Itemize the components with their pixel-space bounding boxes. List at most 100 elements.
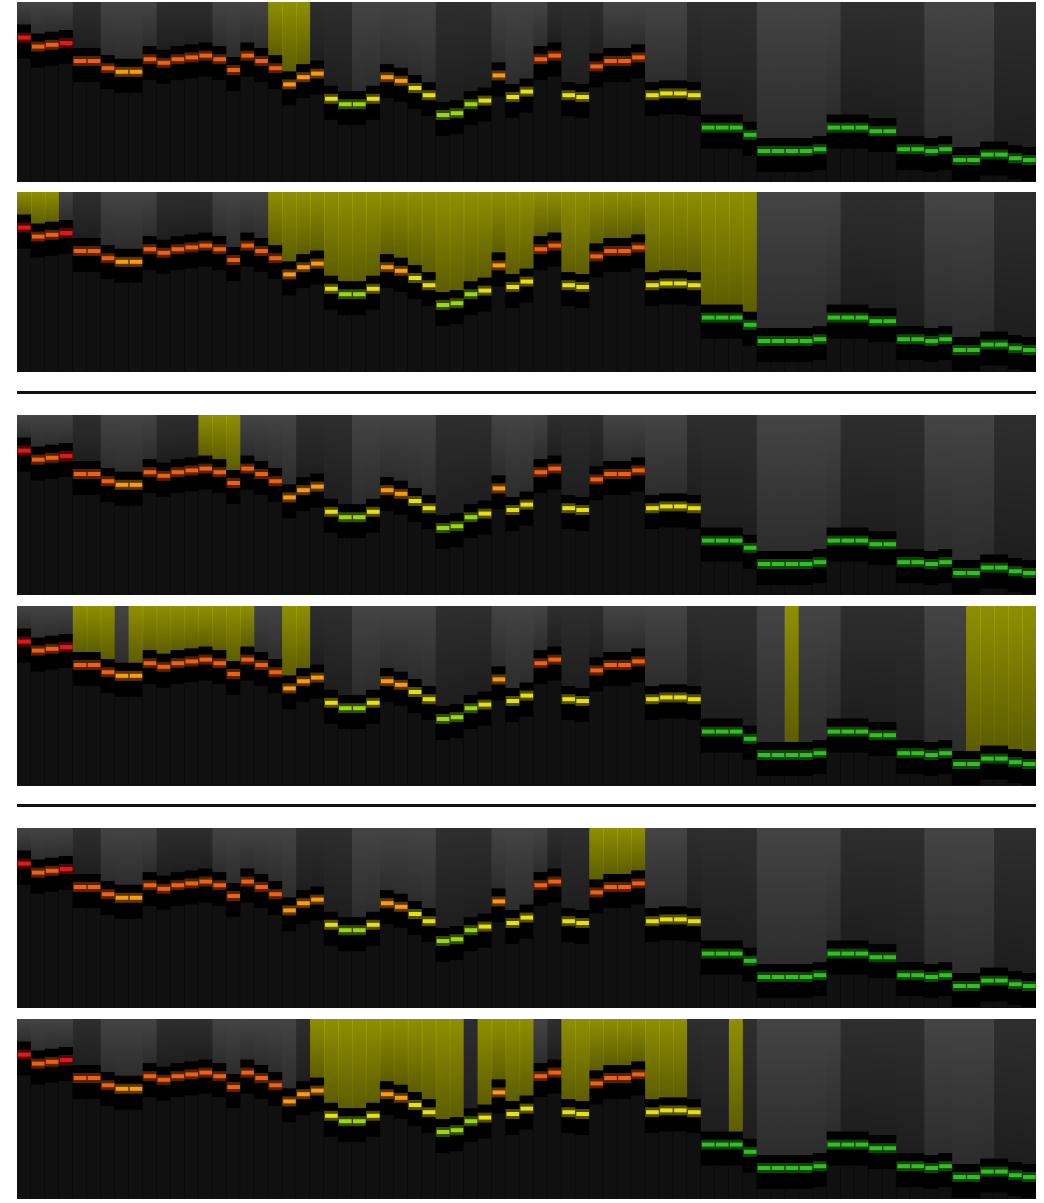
band-shadow	[407, 75, 423, 109]
band-shadow	[421, 272, 437, 307]
band-shadow	[589, 657, 604, 692]
value-marker	[31, 870, 45, 875]
strip-column	[72, 606, 88, 786]
column-lower	[142, 80, 158, 182]
value-marker	[59, 1058, 73, 1062]
column-lower	[1008, 1005, 1023, 1008]
strip-column	[617, 2, 632, 182]
column-lower	[617, 82, 632, 182]
column-lower	[896, 996, 911, 1008]
band-shadow	[226, 1074, 241, 1108]
band-shadow	[742, 534, 758, 569]
column-lower	[17, 662, 32, 786]
strip-column	[784, 828, 800, 1008]
value-marker	[869, 955, 883, 960]
value-marker	[408, 276, 422, 280]
value-marker	[478, 1115, 492, 1120]
column-lower	[994, 175, 1009, 182]
strip-column	[365, 2, 381, 182]
column-lower	[938, 583, 953, 595]
strip-column	[938, 606, 953, 786]
band-shadow	[868, 531, 884, 566]
column-lower	[491, 922, 507, 1008]
band-shadow	[198, 232, 214, 267]
band-shadow	[379, 477, 395, 512]
band-shadow	[896, 1153, 911, 1188]
strip-column	[1022, 192, 1036, 372]
value-marker	[492, 73, 506, 78]
value-marker	[1009, 156, 1022, 161]
value-marker	[408, 912, 422, 916]
value-marker	[939, 751, 952, 756]
column-lower	[1022, 1198, 1036, 1199]
column-lower	[365, 1136, 381, 1199]
band-shadow	[184, 44, 200, 79]
band-shadow	[882, 531, 898, 566]
value-marker	[339, 102, 352, 107]
strip-column	[226, 192, 241, 372]
strip-column	[575, 828, 590, 1008]
strip-column	[212, 1019, 227, 1199]
column-lower	[631, 904, 646, 1008]
band-shadow	[338, 1108, 353, 1143]
band-shadow	[128, 662, 144, 697]
strip-column	[994, 2, 1009, 182]
strip-column	[673, 828, 688, 1008]
value-marker	[618, 472, 631, 476]
band-shadow	[128, 58, 144, 93]
strip-column	[477, 1019, 493, 1199]
value-marker	[73, 885, 87, 889]
column-lower	[114, 696, 130, 786]
band-shadow	[700, 527, 716, 562]
band-shadow	[407, 901, 423, 935]
band-shadow	[463, 695, 479, 730]
band-shadow	[114, 471, 130, 506]
strip-column	[617, 192, 632, 372]
band-shadow	[812, 549, 828, 584]
band-shadow	[254, 874, 269, 908]
band-shadow	[631, 457, 646, 492]
column-lower	[156, 83, 172, 182]
strip-column	[379, 2, 395, 182]
value-marker	[827, 1142, 841, 1147]
column-lower	[86, 1099, 102, 1199]
strip-column	[114, 606, 130, 786]
strip-column	[728, 415, 744, 595]
column-lower	[198, 266, 214, 372]
strip-column	[282, 415, 297, 595]
strip-column	[393, 415, 409, 595]
value-marker	[827, 951, 841, 956]
value-marker	[422, 93, 436, 98]
column-lower	[854, 752, 870, 786]
band-shadow	[952, 973, 967, 1007]
column-lower	[589, 691, 604, 786]
column-lower	[421, 306, 437, 372]
column-lower	[770, 362, 786, 372]
column-lower	[854, 1165, 870, 1199]
value-marker	[855, 1142, 869, 1147]
column-lower	[756, 362, 772, 372]
value-marker	[269, 66, 282, 71]
value-marker	[366, 1113, 380, 1118]
band-shadow	[826, 1131, 842, 1166]
strip-column	[449, 828, 465, 1008]
column-lower	[44, 669, 60, 786]
band-shadow	[86, 652, 102, 686]
column-lower	[994, 779, 1009, 786]
value-marker	[492, 486, 506, 491]
band-shadow	[170, 650, 186, 685]
column-lower	[742, 155, 758, 182]
column-lower	[365, 119, 381, 182]
strip-column	[519, 192, 535, 372]
band-shadow	[533, 650, 549, 685]
band-shadow	[910, 740, 925, 775]
column-lower	[44, 255, 60, 372]
band-shadow	[310, 886, 325, 921]
band-shadow	[338, 281, 353, 316]
column-lower	[533, 1097, 549, 1199]
column-lower	[17, 471, 32, 595]
strip-column	[994, 1019, 1009, 1199]
column-lower	[603, 495, 618, 595]
band-shadow	[226, 661, 241, 695]
band-shadow	[44, 1048, 60, 1083]
